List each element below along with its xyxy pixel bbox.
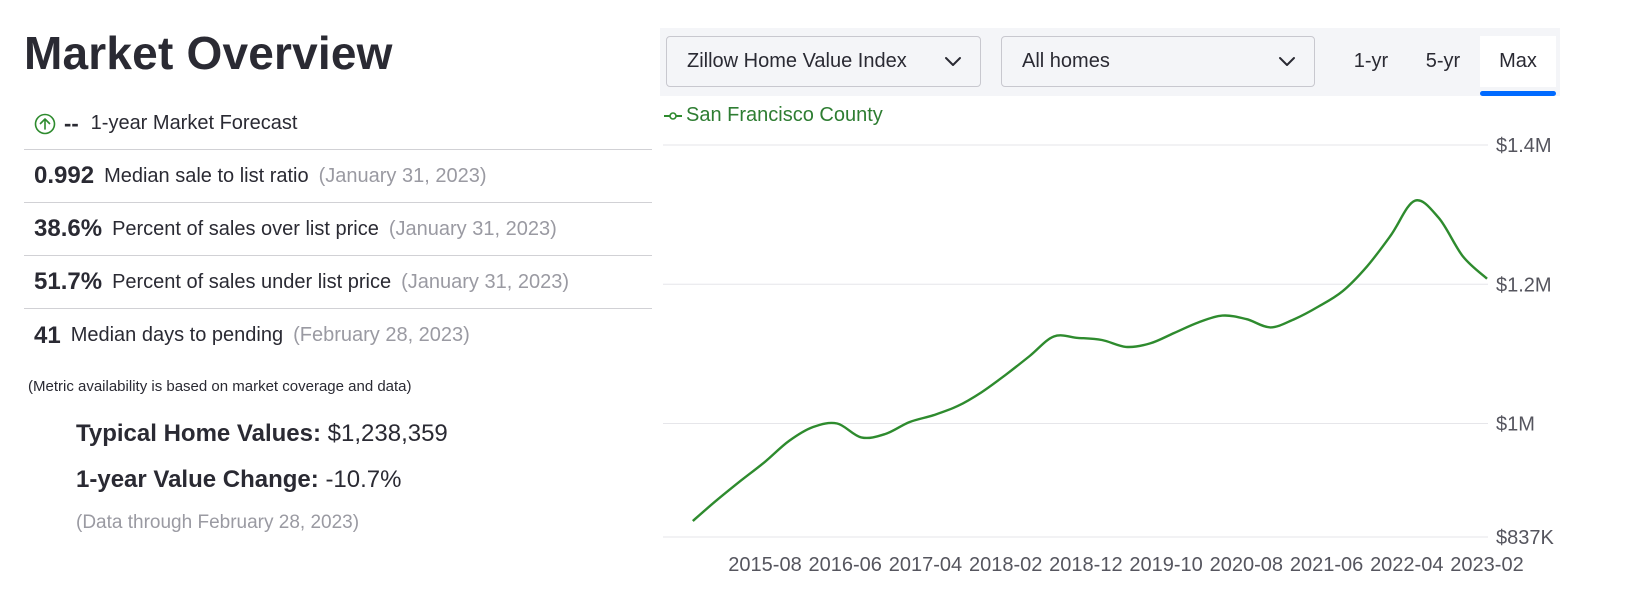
x-tick-label: 2015-08 (728, 554, 801, 576)
data-point[interactable] (1027, 353, 1033, 359)
data-point[interactable] (762, 459, 768, 465)
line-marker-icon (664, 111, 682, 120)
typical-value-amount: $1,238,359 (327, 420, 448, 447)
x-tick-label: 2017-04 (889, 554, 962, 576)
range-5yr-button[interactable]: 5-yr (1425, 50, 1461, 72)
arrow-up-circle-icon (34, 113, 56, 134)
metric-row-days-pending: 41 Median days to pending (February 28, … (24, 309, 652, 362)
forecast-row: -- 1-year Market Forecast (24, 98, 652, 150)
range-1yr-button[interactable]: 1-yr (1353, 50, 1389, 72)
data-point[interactable] (882, 431, 888, 437)
metric-date: (January 31, 2023) (388, 217, 557, 240)
data-point[interactable] (1123, 344, 1129, 350)
y-tick-label: $1.4M (1496, 135, 1552, 157)
data-point[interactable] (1003, 372, 1009, 378)
forecast-label: 1-year Market Forecast (90, 112, 298, 134)
metric-date: (January 31, 2023) (401, 270, 569, 293)
typical-home-value: Typical Home Values: $1,238,359 (76, 420, 448, 448)
data-point[interactable] (690, 518, 696, 524)
chart-panel: Zillow Home Value Index All homes 1-yr 5… (660, 0, 1626, 608)
data-point[interactable] (738, 478, 744, 484)
metric-label: Percent of sales over list price (112, 217, 379, 240)
data-point[interactable] (1219, 313, 1225, 319)
y-tick-label: $1.2M (1496, 274, 1552, 296)
change-label: 1-year Value Change: (76, 466, 319, 493)
data-point[interactable] (714, 497, 720, 503)
data-point[interactable] (1171, 330, 1177, 336)
metric-row-sale-to-list: 0.992 Median sale to list ratio (January… (24, 150, 652, 203)
range-max-button[interactable]: Max (1480, 36, 1556, 87)
metric-value: 0.992 (34, 162, 95, 189)
typical-value-label: Typical Home Values: (76, 420, 321, 447)
data-point[interactable] (1075, 335, 1081, 341)
series-line-0[interactable] (692, 199, 1488, 522)
data-point[interactable] (1388, 233, 1394, 239)
y-tick-label: $837K (1496, 527, 1554, 549)
home-type-select-label: All homes (1022, 50, 1110, 72)
data-through-note: (Data through February 28, 2023) (76, 512, 360, 533)
x-tick-label: 2021-06 (1290, 554, 1363, 576)
data-point[interactable] (1243, 316, 1249, 322)
metrics-list: -- 1-year Market Forecast 0.992 Median s… (24, 98, 652, 362)
data-point[interactable] (1292, 316, 1298, 322)
metric-value: 38.6% (34, 215, 103, 242)
chevron-down-icon (945, 56, 961, 66)
data-point[interactable] (810, 424, 816, 430)
y-tick-label: $1M (1496, 414, 1535, 436)
index-select-label: Zillow Home Value Index (687, 50, 907, 72)
metric-row-over-list: 38.6% Percent of sales over list price (… (24, 203, 652, 256)
data-point[interactable] (1484, 276, 1490, 282)
data-point[interactable] (1195, 320, 1201, 326)
metric-footnote: (Metric availability is based on market … (28, 378, 412, 395)
metric-date: (January 31, 2023) (318, 164, 487, 187)
chart-controls: Zillow Home Value Index All homes 1-yr 5… (660, 28, 1560, 96)
metric-label: Median days to pending (70, 324, 284, 346)
data-point[interactable] (858, 434, 864, 440)
chevron-down-icon (1279, 56, 1295, 66)
forecast-value: -- (64, 110, 79, 136)
legend-series-name: San Francisco County (686, 104, 883, 126)
market-overview-panel: Market Overview -- 1-year Market Forecas… (0, 0, 660, 608)
data-point[interactable] (834, 421, 840, 427)
data-point[interactable] (1099, 337, 1105, 343)
data-point[interactable] (906, 419, 912, 425)
data-point[interactable] (1364, 264, 1370, 270)
home-type-select[interactable]: All homes (1001, 36, 1315, 87)
x-tick-label: 2016-06 (809, 554, 882, 576)
home-value-summary: Typical Home Values: $1,238,359 1-year V… (76, 420, 448, 534)
index-select[interactable]: Zillow Home Value Index (666, 36, 981, 87)
x-tick-label: 2018-02 (969, 554, 1042, 576)
metric-date: (February 28, 2023) (293, 324, 470, 346)
data-point[interactable] (1460, 253, 1466, 259)
data-point[interactable] (786, 438, 792, 444)
metric-value: 41 (34, 321, 61, 349)
data-point[interactable] (1436, 215, 1442, 221)
metric-label: Median sale to list ratio (104, 164, 309, 187)
data-point[interactable] (1147, 340, 1153, 346)
data-point[interactable] (1051, 334, 1057, 340)
data-point[interactable] (1316, 304, 1322, 310)
data-point[interactable] (931, 412, 937, 418)
chart-legend: San Francisco County (664, 104, 883, 127)
change-value: -10.7% (325, 466, 402, 493)
home-value-line-chart: $1.4M $1.2M $1M $837K 2015-08 2016-06 2017-04 2… (663, 135, 1554, 576)
x-tick-label: 2019-10 (1129, 554, 1202, 576)
page-title: Market Overview (24, 27, 393, 79)
data-point[interactable] (1267, 324, 1273, 330)
x-tick-label: 2018-12 (1049, 554, 1122, 576)
data-point[interactable] (955, 403, 961, 409)
x-tick-label: 2023-02 (1450, 554, 1523, 576)
active-range-indicator (1480, 91, 1556, 96)
metric-value: 51.7% (34, 268, 103, 295)
data-point[interactable] (1340, 288, 1346, 294)
data-point[interactable] (1412, 198, 1418, 204)
metric-label: Percent of sales under list price (112, 270, 392, 293)
metric-row-under-list: 51.7% Percent of sales under list price … (24, 256, 652, 309)
one-year-change: 1-year Value Change: -10.7% (76, 466, 448, 494)
x-tick-label: 2022-04 (1370, 554, 1443, 576)
x-tick-label: 2020-08 (1210, 554, 1283, 576)
data-point[interactable] (979, 389, 985, 395)
